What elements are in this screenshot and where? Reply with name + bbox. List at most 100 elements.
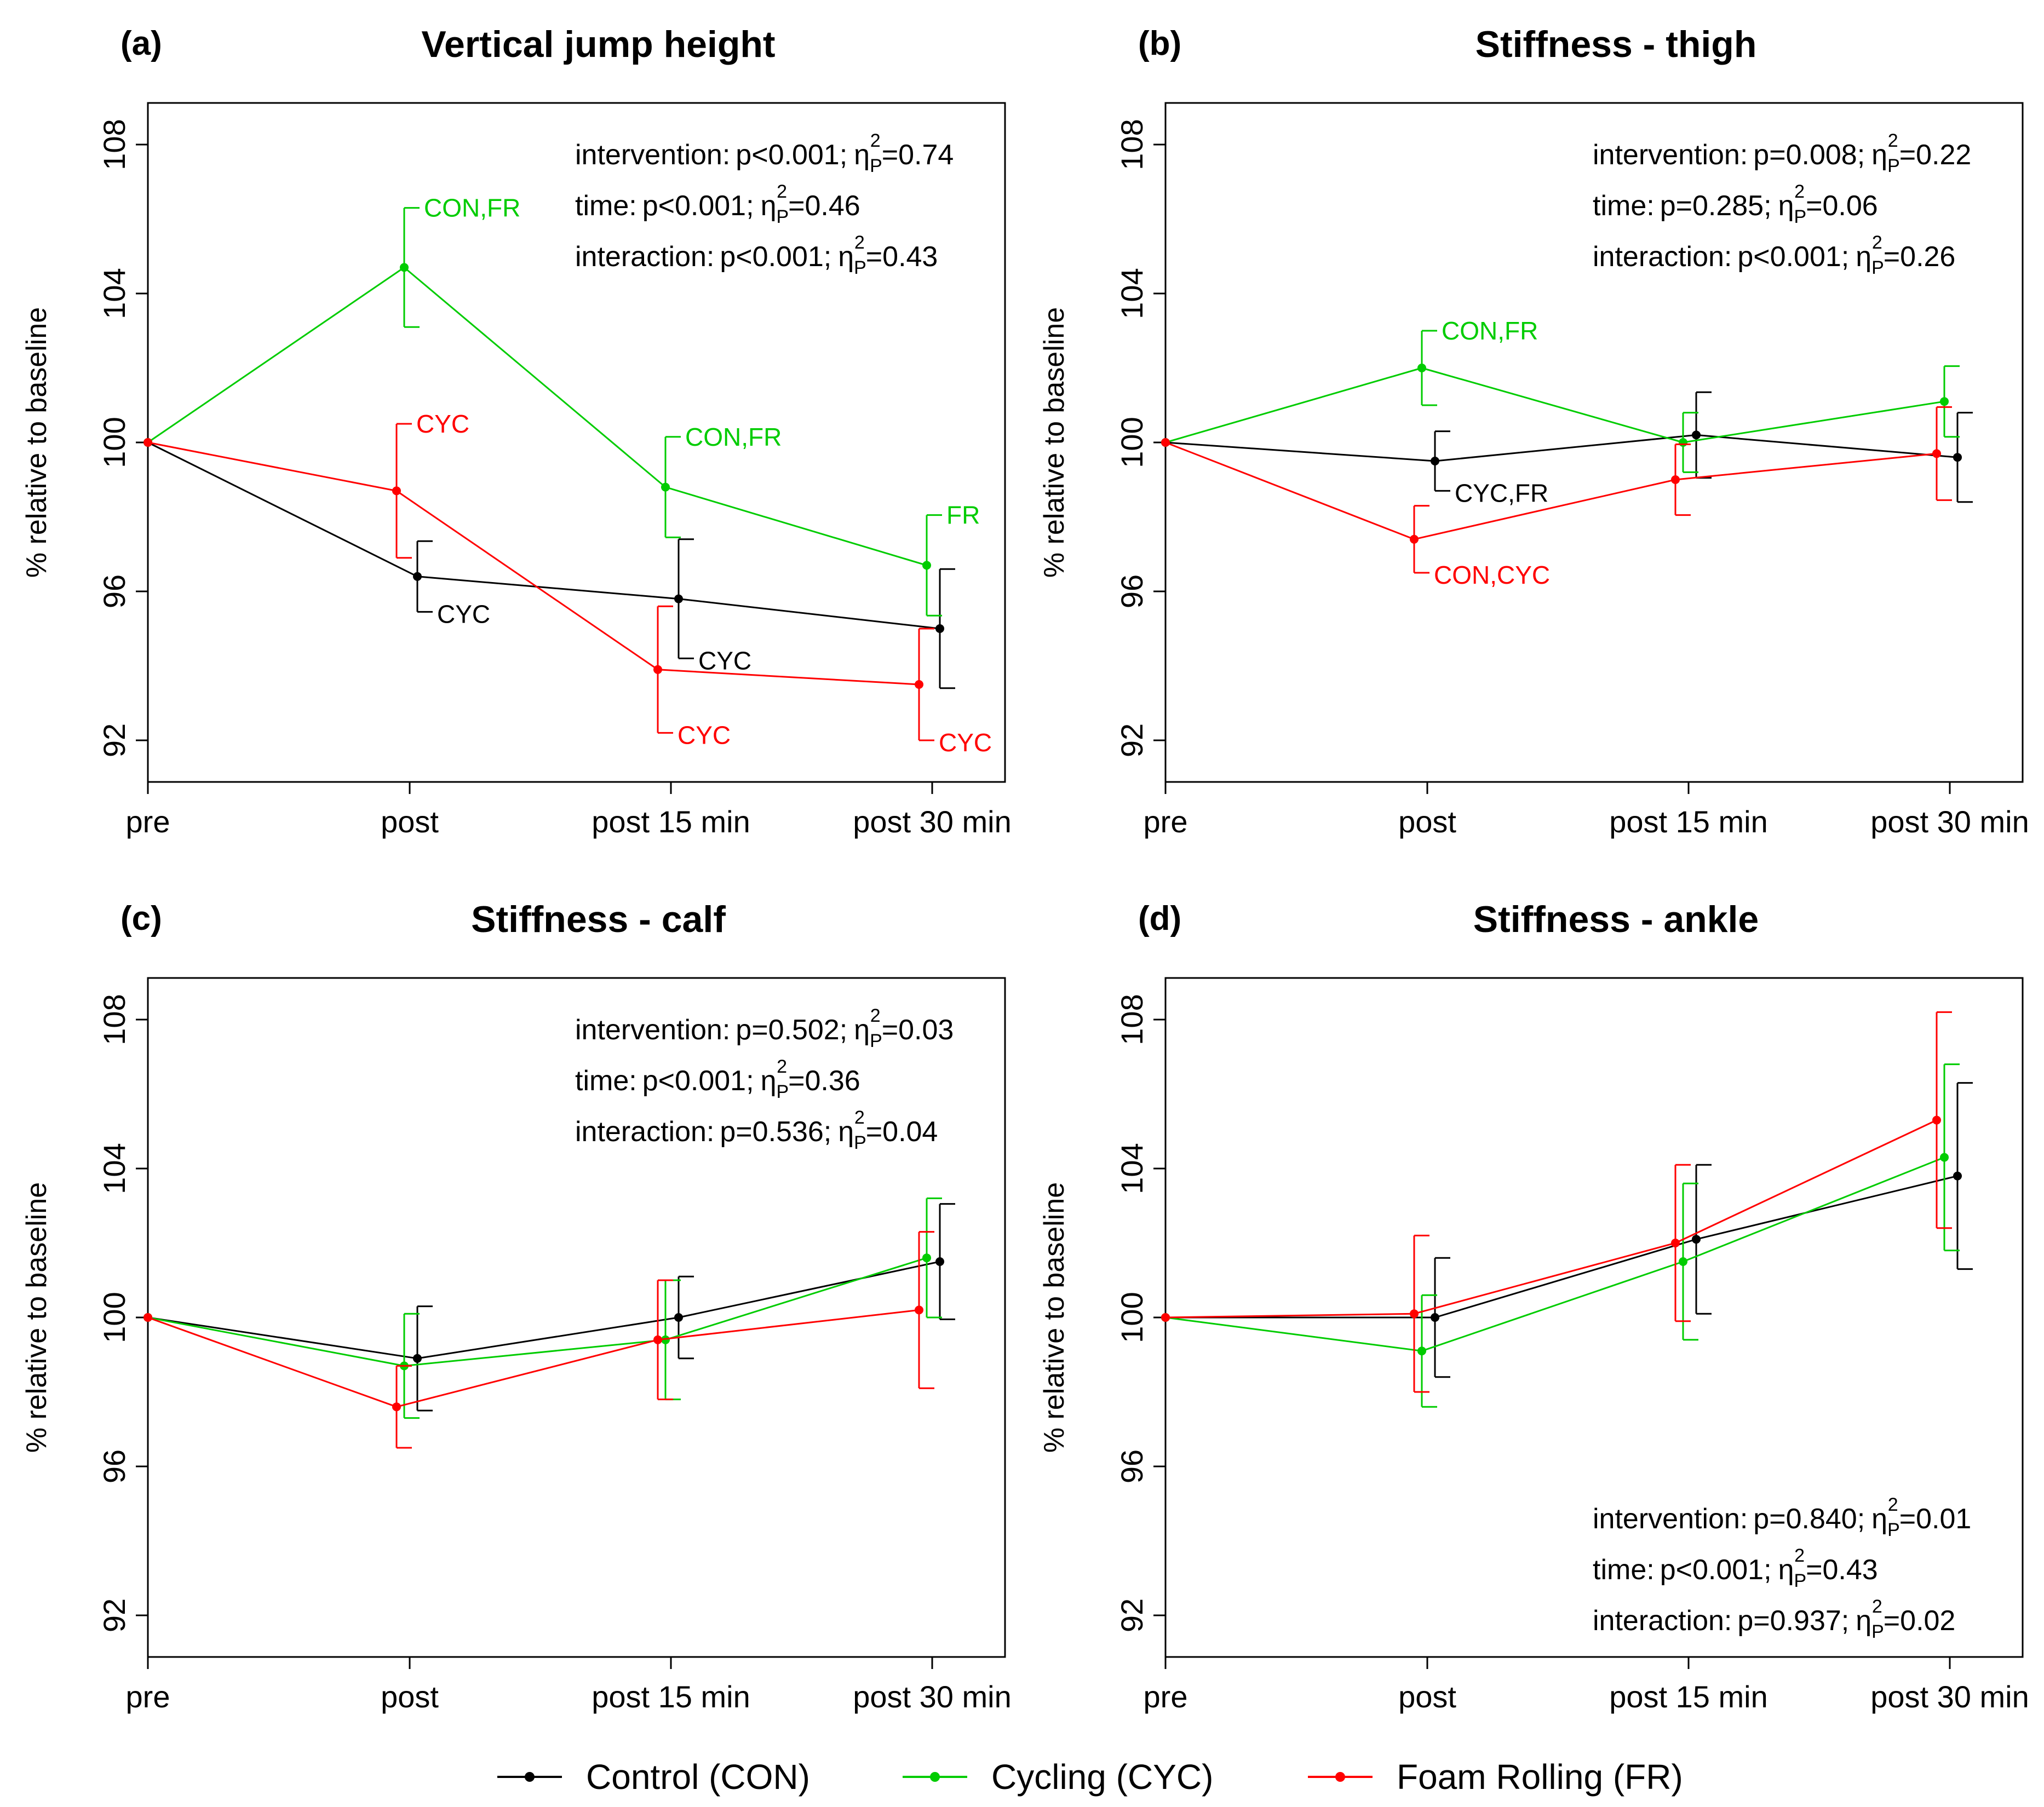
chart-panel-3: 92 96 100 104 108 pre post post 15 min post 30 m… xyxy=(21,899,1012,1714)
series-line-segment xyxy=(404,267,666,488)
x-tick-label: post 15 min xyxy=(1609,1679,1768,1714)
series-line-segment xyxy=(147,1316,397,1408)
legend-label: Foam Rolling (FR) xyxy=(1397,1757,1683,1797)
stat-label: intervention: xyxy=(575,1014,730,1046)
stat-eta-symbol: η xyxy=(838,1116,854,1148)
x-tick-label: post 15 min xyxy=(1609,804,1768,839)
series-line-segment xyxy=(1165,441,1436,462)
data-point xyxy=(1161,438,1170,447)
stat-p-value: p<0.001; xyxy=(720,241,831,273)
y-tick-label: 104 xyxy=(1115,1143,1149,1194)
series-line-segment xyxy=(665,1257,927,1341)
y-tick-label: 104 xyxy=(97,268,131,319)
significance-annotation: CON,FR xyxy=(685,423,782,451)
y-tick-label: 104 xyxy=(97,1143,131,1194)
series-line-segment xyxy=(1675,1119,1937,1244)
significance-annotation: CYC,FR xyxy=(1455,479,1548,507)
series-line-segment xyxy=(147,1316,405,1367)
stat-eta-subscript: P xyxy=(1794,1570,1806,1591)
stat-eta-symbol: η xyxy=(1856,241,1871,273)
legend-label: Cycling (CYC) xyxy=(991,1757,1213,1797)
stat-eta-subscript: P xyxy=(1794,206,1806,227)
significance-annotation: CYC xyxy=(437,600,490,628)
stat-eta-symbol: η xyxy=(854,139,870,171)
significance-annotation: FR xyxy=(946,501,980,530)
series-line-segment xyxy=(1683,1156,1945,1263)
series-line-segment xyxy=(1165,1316,1422,1352)
stat-eta-value: =0.04 xyxy=(866,1116,938,1148)
chart-title: Stiffness - ankle xyxy=(1473,899,1759,940)
stat-label: interaction: xyxy=(1593,1605,1732,1637)
y-tick-label: 100 xyxy=(97,417,131,468)
data-point xyxy=(1671,475,1680,484)
x-tick-label: post xyxy=(381,1679,439,1714)
stat-eta-superscript: 2 xyxy=(1872,232,1882,253)
stat-eta-subscript: P xyxy=(1871,1621,1884,1642)
stat-eta-superscript: 2 xyxy=(1888,130,1898,151)
data-point xyxy=(935,624,944,633)
data-point xyxy=(1417,364,1426,372)
stat-eta-value: =0.03 xyxy=(882,1014,954,1046)
stat-p-value: p<0.001; xyxy=(736,139,847,171)
stat-eta-superscript: 2 xyxy=(870,130,881,151)
stat-p-value: p=0.937; xyxy=(1737,1605,1849,1637)
x-tick-label: post 30 min xyxy=(853,1679,1012,1714)
stat-line: interaction: p<0.001; ηP 2=0.26 xyxy=(1593,232,1955,278)
data-point xyxy=(674,594,683,603)
x-tick-label: pre xyxy=(126,1679,170,1714)
stat-p-value: p<0.001; xyxy=(1737,241,1849,273)
series-line-segment xyxy=(678,1261,940,1319)
data-point xyxy=(1431,1313,1439,1322)
data-point xyxy=(661,1335,670,1344)
significance-annotation: CYC xyxy=(939,728,992,757)
y-tick-label: 96 xyxy=(97,1449,131,1483)
data-point xyxy=(922,1253,931,1263)
x-tick-label: pre xyxy=(1144,804,1188,839)
data-point xyxy=(915,1305,923,1315)
y-axis-label: % relative to baseline xyxy=(21,1182,53,1453)
chart-panel-1: 92 96 100 104 108 pre post post 15 min post 30 m… xyxy=(21,24,1012,839)
y-axis-label: % relative to baseline xyxy=(1038,307,1070,578)
stat-eta-subscript: P xyxy=(776,206,789,227)
stat-label: interaction: xyxy=(575,241,714,273)
y-tick-label: 108 xyxy=(1115,119,1149,170)
stat-eta-superscript: 2 xyxy=(1794,181,1805,202)
series-line-segment xyxy=(1165,367,1422,444)
data-point xyxy=(1410,1309,1419,1319)
series-line-segment xyxy=(417,1316,679,1360)
data-point xyxy=(413,572,422,581)
y-tick-label: 108 xyxy=(97,994,131,1045)
data-point xyxy=(935,1257,944,1266)
stat-eta-subscript: P xyxy=(1871,257,1884,278)
stat-p-value: p=0.502; xyxy=(736,1014,847,1046)
stat-eta-value: =0.06 xyxy=(1806,190,1878,222)
stat-label: intervention: xyxy=(1593,139,1748,171)
x-tick-label: pre xyxy=(1144,1679,1188,1714)
stat-p-value: p<0.001; xyxy=(642,190,754,222)
y-tick-label: 108 xyxy=(1115,994,1149,1045)
stat-eta-symbol: η xyxy=(761,1065,777,1097)
y-tick-label: 96 xyxy=(1115,1449,1149,1483)
stat-eta-symbol: η xyxy=(1778,1554,1794,1586)
series-line-segment xyxy=(1165,441,1415,540)
panel-label: (c) xyxy=(120,900,162,937)
series-line-segment xyxy=(657,1309,920,1341)
stat-eta-superscript: 2 xyxy=(854,1107,865,1128)
y-tick-label: 108 xyxy=(97,119,131,170)
stat-line: interaction: p<0.001; ηP 2=0.43 xyxy=(575,232,938,278)
chart-title: Stiffness - calf xyxy=(471,899,726,940)
data-point xyxy=(1953,453,1962,462)
data-point xyxy=(1940,397,1949,406)
y-axis-label: % relative to baseline xyxy=(21,307,53,578)
series-line-segment xyxy=(1165,1313,1415,1319)
stat-eta-value: =0.22 xyxy=(1899,139,1972,171)
stat-eta-symbol: η xyxy=(1871,1503,1887,1535)
stat-line: intervention: p=0.502; ηP 2=0.03 xyxy=(575,1005,954,1051)
x-tick-label: post 30 min xyxy=(1870,1679,2029,1714)
x-tick-label: post xyxy=(1398,1679,1456,1714)
panel-label: (b) xyxy=(1138,25,1181,62)
chart-panel-4: 92 96 100 104 108 pre post post 15 min post 30 m… xyxy=(1038,899,2029,1714)
stat-eta-symbol: η xyxy=(1778,190,1794,222)
series-line-segment xyxy=(147,441,418,578)
stat-p-value: p=0.536; xyxy=(720,1116,831,1148)
